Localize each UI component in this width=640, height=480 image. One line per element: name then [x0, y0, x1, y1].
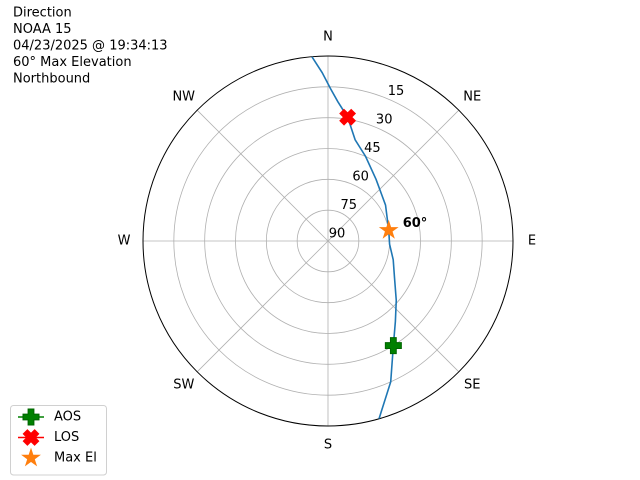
legend-label: AOS	[54, 410, 81, 425]
theta-tick-label: W	[118, 234, 131, 249]
theta-tick-label: NW	[172, 89, 195, 104]
title-line: Northbound	[13, 72, 90, 87]
marker-plus	[384, 337, 402, 355]
title-line: Direction	[13, 6, 72, 21]
r-tick-label: 60	[352, 170, 369, 185]
theta-tick-label: N	[323, 30, 333, 45]
theta-tick-label: SW	[173, 378, 194, 393]
title-line: 04/23/2025 @ 19:34:13	[13, 39, 168, 54]
r-tick-label: 45	[364, 141, 381, 156]
r-grid-line	[235, 148, 421, 334]
theta-tick-label: NE	[463, 89, 481, 104]
title-line: NOAA 15	[13, 22, 72, 37]
theta-tick-label: S	[324, 438, 332, 453]
r-grid-line	[173, 86, 483, 396]
theta-tick-label: SE	[464, 378, 480, 393]
legend-marker	[22, 429, 40, 446]
marker-star	[378, 219, 399, 239]
legend-label: LOS	[54, 430, 79, 445]
r-tick-label: 75	[341, 198, 358, 213]
legend-marker	[22, 408, 40, 426]
r-tick-label: 90	[329, 227, 346, 242]
theta-tick-label: E	[528, 234, 536, 249]
r-grid-line	[204, 117, 452, 365]
plot-border	[142, 55, 514, 427]
legend-marker	[21, 447, 41, 467]
ground-track	[311, 56, 398, 420]
r-tick-label: 15	[388, 84, 405, 99]
title-line: 60° Max Elevation	[13, 55, 132, 70]
value-label: 60°	[403, 216, 428, 231]
marker-x	[339, 108, 357, 126]
r-grid-line	[296, 209, 360, 273]
r-tick-label: 30	[376, 113, 393, 128]
legend-label: Max El	[54, 451, 97, 466]
